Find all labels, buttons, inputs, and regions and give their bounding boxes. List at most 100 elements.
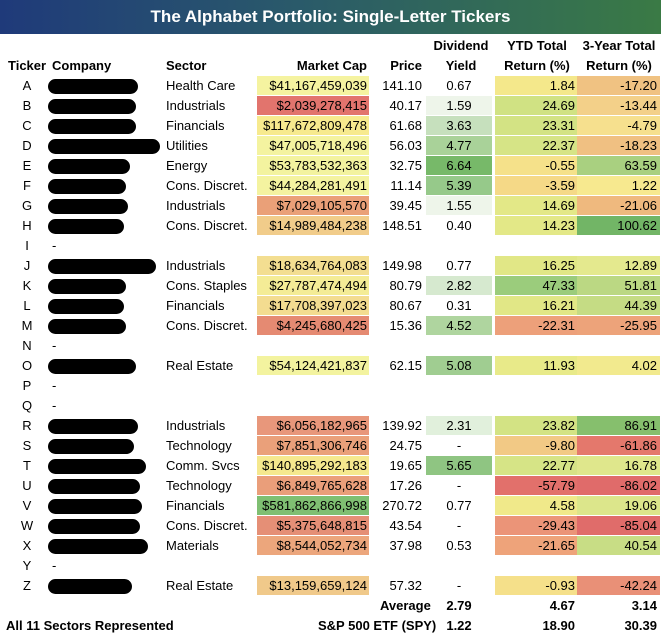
ticker-cell: E: [22, 158, 32, 173]
ytd-return-cell: -9.80: [495, 436, 578, 455]
ytd-return-cell: -0.93: [495, 576, 578, 595]
dividend-yield-cell: 0.31: [426, 296, 492, 315]
ticker-cell: B: [22, 98, 32, 113]
table-row: F Cons. Discret. $44,284,281,491 11.14 5.39-…: [0, 176, 661, 196]
dividend-yield-cell: -: [426, 576, 492, 595]
price-cell: 56.03: [389, 138, 422, 153]
ytd-return-cell: 1.84: [495, 76, 578, 95]
price-cell: 270.72: [382, 498, 422, 513]
redacted-company-name: [48, 159, 130, 174]
header-ytd: YTD Total Return (%): [495, 36, 579, 78]
market-cap-cell: $7,029,105,570: [257, 196, 369, 215]
table-row: X Materials $8,544,052,734 37.98 0.53 -21.65 4…: [0, 536, 661, 556]
sector-cell: Industrials: [166, 98, 226, 113]
average-3yr: 3.14: [631, 598, 657, 613]
price-cell: 62.15: [389, 358, 422, 373]
ytd-return-cell: 11.93: [495, 356, 578, 375]
market-cap-cell: $47,005,718,496: [257, 136, 369, 155]
redacted-company-name: [48, 579, 132, 594]
redacted-company-name: [48, 539, 148, 554]
ytd-return-cell: 16.25: [495, 256, 578, 275]
dividend-yield-cell: -: [426, 516, 492, 535]
dividend-yield-cell: 0.53: [426, 536, 492, 555]
spy-dividend: 1.22: [446, 618, 472, 633]
sector-cell: Financials: [166, 498, 225, 513]
ticker-cell: V: [22, 498, 32, 513]
price-cell: 61.68: [389, 118, 422, 133]
ticker-cell: M: [21, 318, 33, 333]
dividend-yield-cell: -: [426, 436, 492, 455]
dividend-yield-cell: 2.82: [426, 276, 492, 295]
ticker-cell: W: [20, 518, 34, 533]
three-year-return-cell: -17.20: [577, 76, 660, 95]
market-cap-cell: $27,787,474,494: [257, 276, 369, 295]
price-cell: 139.92: [382, 418, 422, 433]
dividend-yield-cell: 0.77: [426, 496, 492, 515]
redacted-company-name: [48, 259, 156, 274]
sector-cell: Cons. Staples: [166, 278, 247, 293]
header-3yr-line2: Return (%): [586, 58, 652, 73]
ytd-return-cell: 16.21: [495, 296, 578, 315]
price-cell: 149.98: [382, 258, 422, 273]
table-row: S Technology $7,851,306,746 24.75- -9.80 -61.…: [0, 436, 661, 456]
sector-cell: Comm. Svcs: [166, 458, 240, 473]
header-ticker: Ticker: [8, 58, 47, 73]
redacted-company-name: [48, 299, 124, 314]
price-cell: 80.79: [389, 278, 422, 293]
sector-cell: Cons. Discret.: [166, 178, 248, 193]
sector-cell: Utilities: [166, 138, 208, 153]
dividend-yield-cell: 5.65: [426, 456, 492, 475]
ticker-cell: F: [23, 178, 31, 193]
ytd-return-cell: 23.82: [495, 416, 578, 435]
three-year-return-cell: -25.95: [577, 316, 660, 335]
redacted-company-name: [48, 179, 126, 194]
ticker-cell: Q: [21, 398, 33, 413]
header-dividend: Dividend Yield: [426, 36, 496, 78]
table-row: O Real Estate $54,124,421,837 62.15 5.08 11.9…: [0, 356, 661, 376]
price-cell: 19.65: [389, 458, 422, 473]
ytd-return-cell: 22.77: [495, 456, 578, 475]
table-row: D Utilities $47,005,718,496 56.03 4.77 22.37-…: [0, 136, 661, 156]
price-cell: 141.10: [382, 78, 422, 93]
three-year-return-cell: 51.81: [577, 276, 660, 295]
table-row: U Technology $6,849,765,628 17.26- -57.79 -86…: [0, 476, 661, 496]
ticker-cell: A: [22, 78, 32, 93]
table-row: J Industrials $18,634,764,083 149.98 0.77 16.…: [0, 256, 661, 276]
ytd-return-cell: 23.31: [495, 116, 578, 135]
ticker-cell: P: [22, 378, 32, 393]
redacted-company-name: [48, 499, 142, 514]
header-ytd-line2: Return (%): [504, 58, 570, 73]
redacted-company-name: [48, 459, 146, 474]
header-price: Price: [390, 58, 422, 73]
ytd-return-cell: -29.43: [495, 516, 578, 535]
ytd-return-cell: -22.31: [495, 316, 578, 335]
dividend-yield-cell: 0.40: [426, 216, 492, 235]
dividend-yield-cell: 1.59: [426, 96, 492, 115]
header-dividend-line2: Yield: [445, 58, 477, 73]
average-dividend: 2.79: [446, 598, 472, 613]
ytd-return-cell: 47.33: [495, 276, 578, 295]
ticker-cell: O: [21, 358, 33, 373]
ticker-cell: H: [22, 218, 32, 233]
header-ytd-line1: YTD Total: [507, 38, 567, 53]
market-cap-cell: $7,851,306,746: [257, 436, 369, 455]
ticker-cell: C: [22, 118, 32, 133]
header-3yr: 3-Year Total Return (%): [577, 36, 661, 78]
ticker-cell: N: [22, 338, 32, 353]
redacted-company-name: [48, 359, 136, 374]
price-cell: 57.32: [389, 578, 422, 593]
redacted-company-name: [48, 519, 140, 534]
page-title: The Alphabet Portfolio: Single-Letter Ti…: [0, 0, 661, 34]
redacted-company-name: [48, 79, 138, 94]
table-row: H Cons. Discret. $14,989,484,238 148.51 0.40…: [0, 216, 661, 236]
header-dividend-line1: Dividend: [433, 38, 489, 53]
redacted-company-name: [48, 199, 128, 214]
table-row: T Comm. Svcs $140,895,292,183 19.65 5.65 22.7…: [0, 456, 661, 476]
dividend-yield-cell: 0.67: [426, 76, 492, 95]
sector-cell: Industrials: [166, 418, 226, 433]
header-3yr-line1: 3-Year Total: [582, 38, 656, 53]
three-year-return-cell: 1.22: [577, 176, 660, 195]
empty-company-dash: -: [52, 338, 57, 353]
sector-cell: Cons. Discret.: [166, 218, 248, 233]
ytd-return-cell: 24.69: [495, 96, 578, 115]
